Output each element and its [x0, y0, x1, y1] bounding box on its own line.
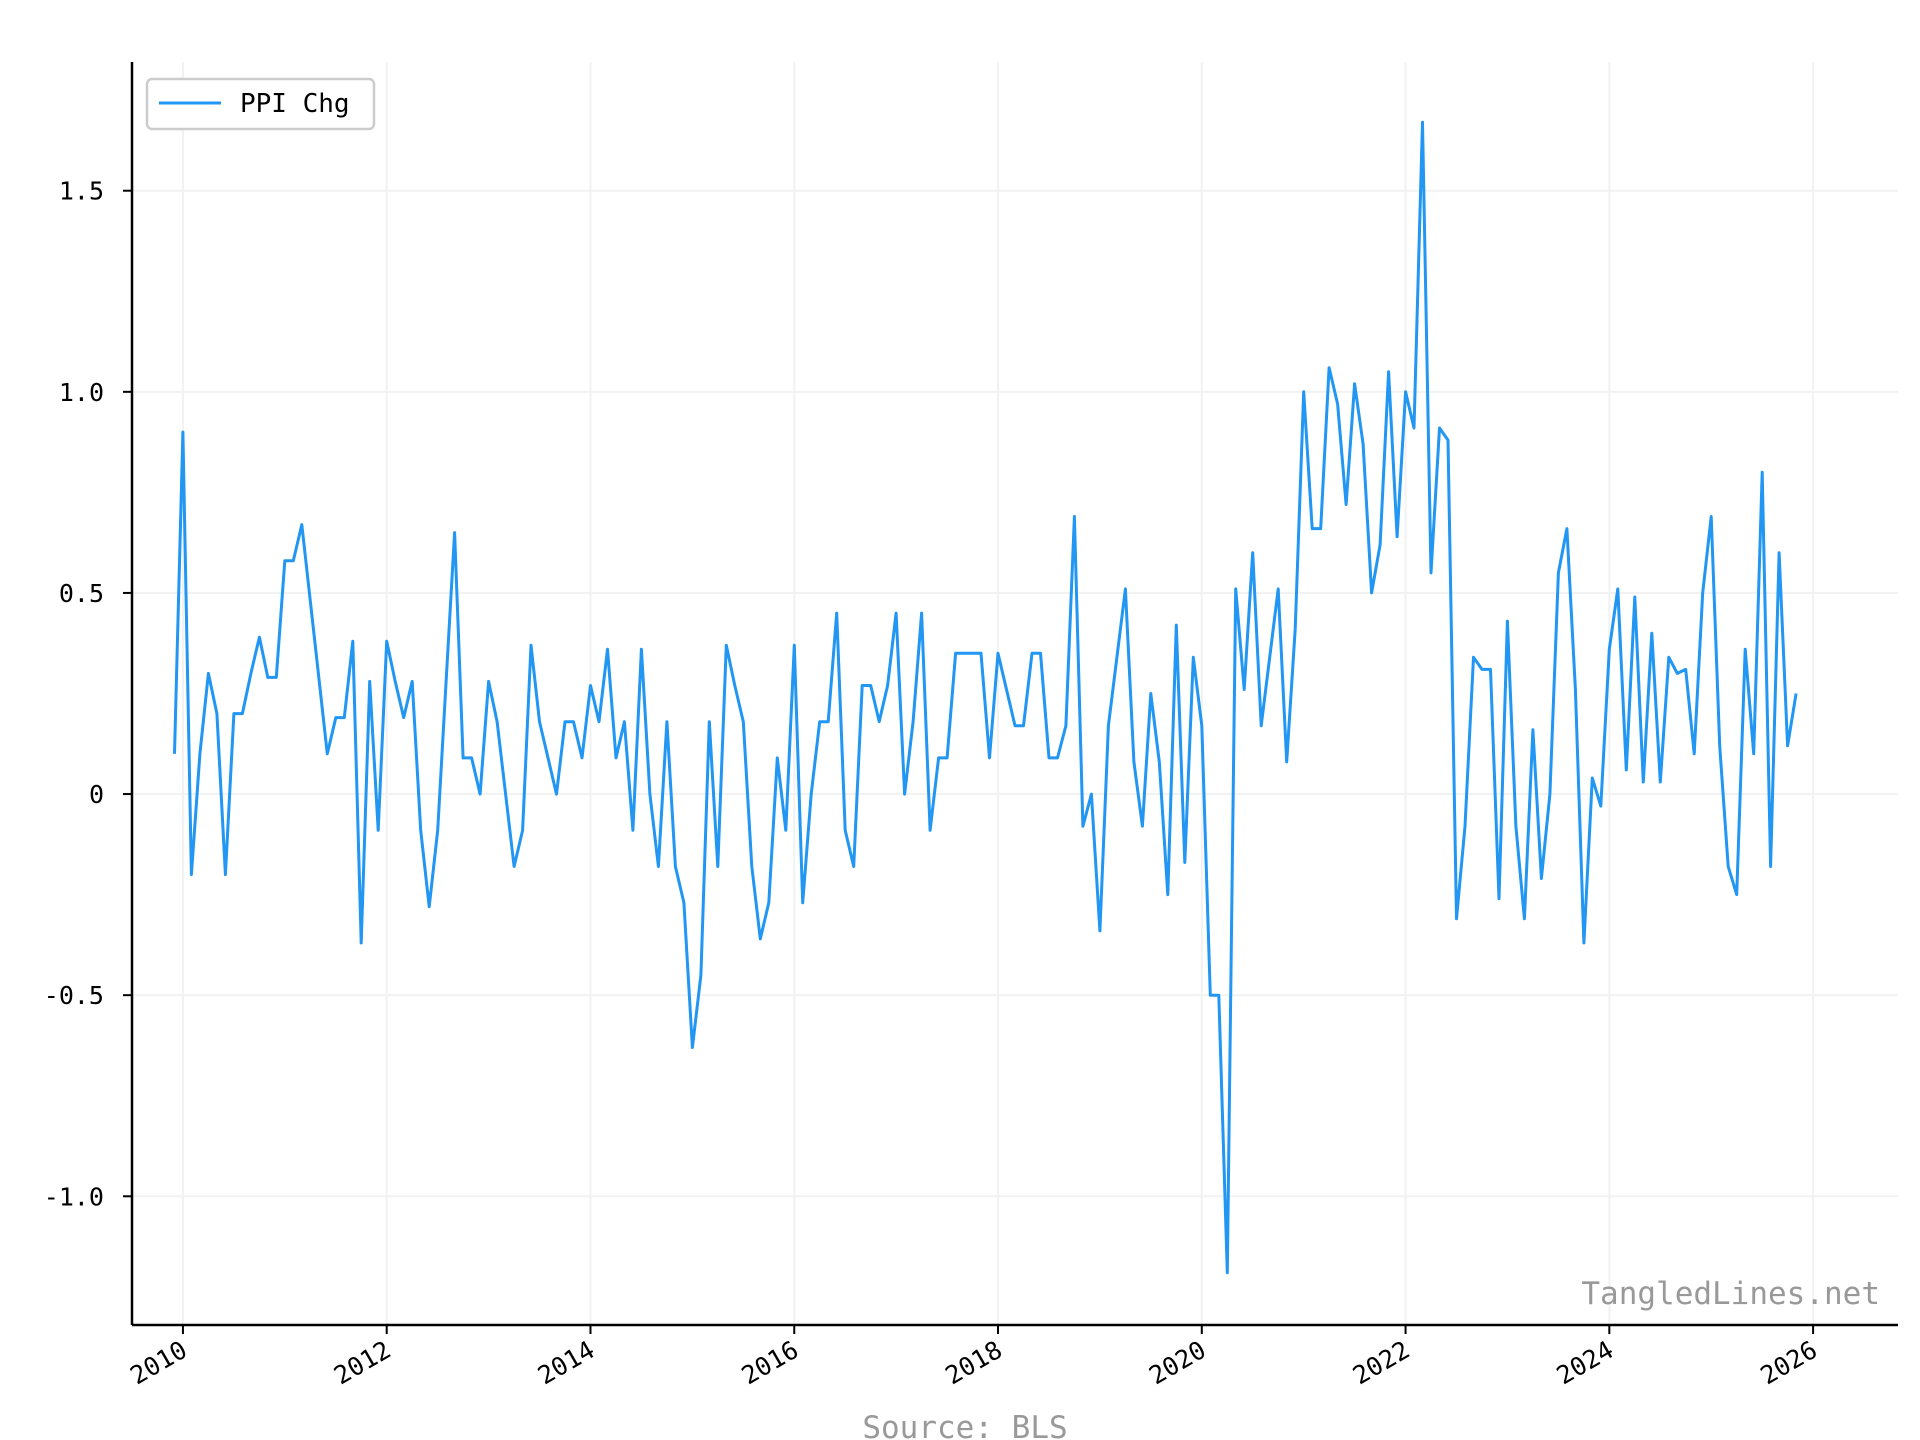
axes	[130, 62, 1898, 1327]
y-axis-ticks: -1.0 -0.5 0 0.5 1.0 1.5	[44, 177, 132, 1211]
x-tick-label: 2022	[1348, 1335, 1415, 1390]
y-tick-label: 0	[89, 780, 104, 809]
x-tick-label: 2016	[737, 1335, 804, 1390]
legend-box	[145, 77, 376, 131]
x-tick-label: 2014	[533, 1335, 600, 1390]
x-tick-label: 2020	[1144, 1335, 1211, 1390]
legend-label: PPI Chg	[240, 89, 350, 119]
x-tick-label: 2026	[1755, 1335, 1822, 1390]
y-tick-label: 1.0	[59, 378, 104, 407]
x-axis-ticks: 2010 2012 2014 2016 2018 2020 2022 2024 2026	[125, 1325, 1822, 1390]
series-line-ppi-chg	[173, 120, 1798, 1275]
series-layer	[173, 120, 1798, 1275]
x-tick-label: 2024	[1552, 1335, 1619, 1390]
x-tick-label: 2012	[329, 1335, 396, 1390]
x-tick-label: 2010	[125, 1335, 192, 1390]
grid-lines	[132, 62, 1898, 1325]
y-tick-label: -1.0	[44, 1182, 104, 1211]
x-tick-label: 2018	[940, 1335, 1007, 1390]
y-tick-label: 1.5	[59, 177, 104, 206]
y-tick-label: -0.5	[44, 981, 104, 1010]
watermark: TangledLines.net	[1581, 1276, 1880, 1312]
source-note: Source: BLS	[862, 1410, 1067, 1440]
y-tick-label: 0.5	[59, 579, 104, 608]
legend: PPI Chg	[145, 77, 376, 131]
